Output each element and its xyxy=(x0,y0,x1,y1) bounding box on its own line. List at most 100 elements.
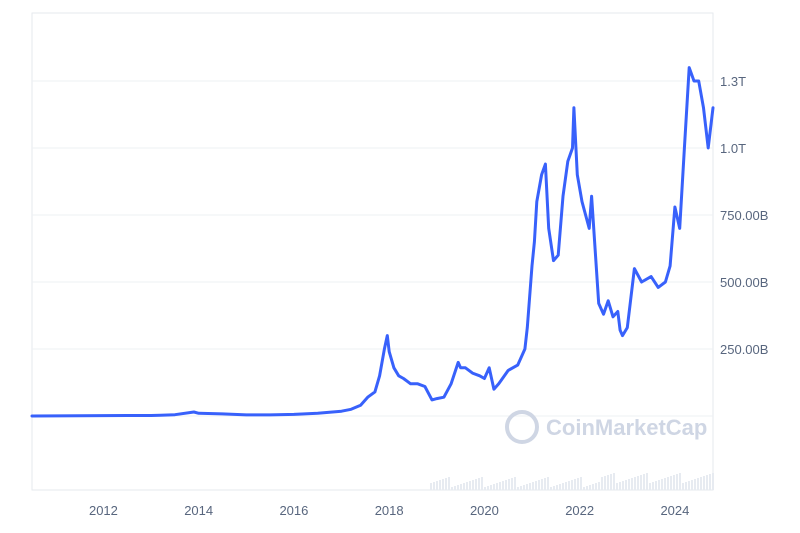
x-tick-label: 2014 xyxy=(184,503,213,518)
volume-bar xyxy=(532,482,534,490)
volume-bar xyxy=(643,474,645,490)
volume-bar xyxy=(631,478,633,490)
y-tick-label: 1.3T xyxy=(720,74,746,89)
y-axis-tick-labels: 250.00B 500.00B 750.00B 1.0T 1.3T xyxy=(720,74,768,357)
volume-bar xyxy=(712,473,714,490)
volume-bar xyxy=(661,479,663,490)
volume-bar xyxy=(610,474,612,490)
volume-bar xyxy=(469,481,471,490)
x-tick-label: 2012 xyxy=(89,503,118,518)
volume-bar xyxy=(694,479,696,490)
volume-bar xyxy=(646,473,648,490)
volume-bar xyxy=(526,484,528,490)
x-tick-label: 2016 xyxy=(279,503,308,518)
volume-bar xyxy=(601,477,603,490)
volume-bar xyxy=(433,482,435,490)
volume-bar xyxy=(589,485,591,490)
volume-bar xyxy=(502,481,504,490)
volume-bar xyxy=(451,487,453,490)
volume-bar xyxy=(529,483,531,490)
y-tick-label: 1.0T xyxy=(720,141,746,156)
volume-bar xyxy=(520,486,522,490)
volume-bar xyxy=(511,478,513,490)
volume-bar xyxy=(592,484,594,490)
volume-bar xyxy=(625,480,627,490)
volume-bar xyxy=(697,478,699,490)
volume-bar xyxy=(523,485,525,490)
volume-bar xyxy=(553,486,555,490)
volume-bar xyxy=(454,486,456,490)
volume-bar xyxy=(541,479,543,490)
volume-bar xyxy=(487,486,489,490)
volume-bar xyxy=(658,480,660,490)
coinmarketcap-logo-icon xyxy=(505,410,539,444)
volume-bar xyxy=(619,482,621,490)
x-axis-tick-labels: 2012 2014 2016 2018 2020 2022 2024 xyxy=(89,503,689,518)
volume-bar xyxy=(616,483,618,490)
volume-bar xyxy=(568,481,570,490)
volume-bar xyxy=(448,477,450,490)
volume-bar xyxy=(688,481,690,490)
volume-bar xyxy=(517,487,519,490)
volume-bar xyxy=(586,486,588,490)
volume-bar xyxy=(439,480,441,490)
volume-bar xyxy=(652,482,654,490)
volume-bar xyxy=(682,483,684,490)
volume-bar xyxy=(505,480,507,490)
volume-bar xyxy=(634,477,636,490)
volume-bar xyxy=(535,481,537,490)
market-cap-line xyxy=(30,66,715,418)
volume-bar xyxy=(484,487,486,490)
volume-bar xyxy=(478,478,480,490)
x-tick-label: 2018 xyxy=(375,503,404,518)
volume-bar xyxy=(430,483,432,490)
volume-bar xyxy=(664,478,666,490)
volume-bar xyxy=(637,476,639,490)
volume-bar xyxy=(460,484,462,490)
volume-bar xyxy=(496,483,498,490)
x-tick-label: 2022 xyxy=(565,503,594,518)
volume-bar xyxy=(700,477,702,490)
watermark-label: CoinMarketCap xyxy=(546,415,707,440)
volume-bar xyxy=(655,481,657,490)
x-tick-label: 2024 xyxy=(660,503,689,518)
volume-bar xyxy=(676,474,678,490)
volume-bar xyxy=(493,484,495,490)
volume-bar xyxy=(538,480,540,490)
volume-bar xyxy=(649,483,651,490)
volume-bar xyxy=(670,476,672,490)
volume-bar xyxy=(640,475,642,490)
volume-bar xyxy=(628,479,630,490)
volume-bar xyxy=(562,483,564,490)
y-tick-label: 250.00B xyxy=(720,342,768,357)
volume-bar xyxy=(604,476,606,490)
volume-bar xyxy=(691,480,693,490)
volume-bar xyxy=(565,482,567,490)
volume-bar xyxy=(457,485,459,490)
volume-bar xyxy=(445,478,447,490)
volume-bar xyxy=(574,479,576,490)
y-tick-label: 750.00B xyxy=(720,208,768,223)
volume-bar xyxy=(463,483,465,490)
volume-bar xyxy=(466,482,468,490)
volume-bar xyxy=(703,476,705,490)
volume-bar xyxy=(472,480,474,490)
volume-bar xyxy=(442,479,444,490)
volume-bar xyxy=(667,477,669,490)
volume-bar xyxy=(709,474,711,490)
volume-bar xyxy=(508,479,510,490)
watermark: CoinMarketCap xyxy=(505,410,707,444)
volume-bar xyxy=(550,487,552,490)
volume-bar xyxy=(556,485,558,490)
volume-bar xyxy=(607,475,609,490)
y-tick-label: 500.00B xyxy=(720,275,768,290)
volume-bar xyxy=(577,478,579,490)
volume-bar xyxy=(490,485,492,490)
volume-bar xyxy=(706,475,708,490)
volume-bar xyxy=(544,478,546,490)
volume-bar xyxy=(481,477,483,490)
volume-bar xyxy=(499,482,501,490)
volume-bar xyxy=(595,483,597,490)
volume-bar xyxy=(685,482,687,490)
